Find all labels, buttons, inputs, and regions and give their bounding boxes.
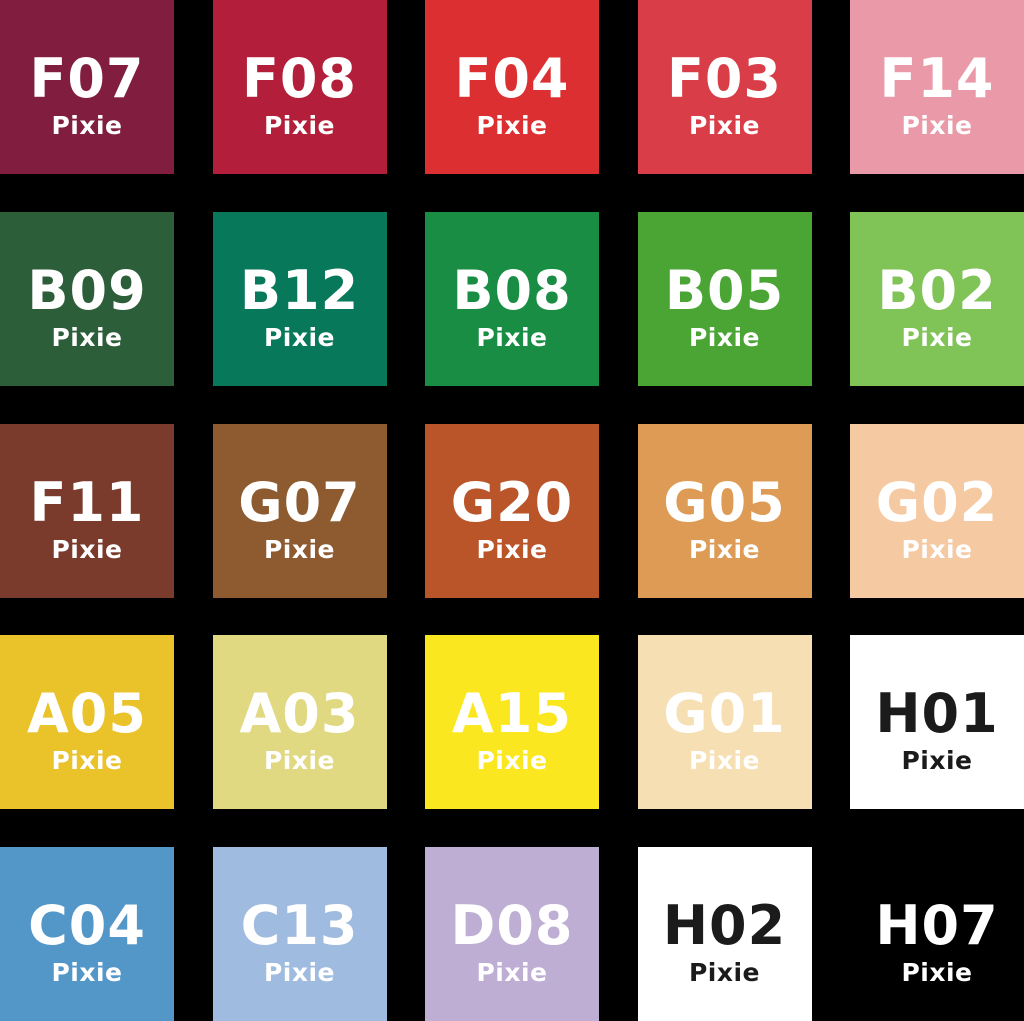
- swatch-code: H02: [662, 894, 787, 957]
- swatch-g02: G02 Pixie: [850, 423, 1024, 598]
- swatch-code: B05: [664, 258, 785, 322]
- swatch-brand-label: Pixie: [901, 322, 973, 352]
- swatch-c04: C04 Pixie: [0, 847, 174, 1021]
- swatch-brand-label: Pixie: [476, 111, 548, 140]
- swatch-d08: D08 Pixie: [425, 847, 599, 1021]
- swatch-f03: F03 Pixie: [637, 0, 812, 174]
- swatch-code: F11: [29, 470, 145, 534]
- swatch-brand-label: Pixie: [51, 111, 123, 140]
- swatch-brand-label: Pixie: [901, 111, 973, 140]
- swatch-code: B09: [27, 258, 147, 322]
- swatch-code: F14: [879, 47, 995, 110]
- swatch-code: G20: [450, 470, 574, 534]
- swatch-b09: B09 Pixie: [0, 211, 174, 386]
- swatch-code: A03: [239, 682, 360, 746]
- swatch-brand-label: Pixie: [263, 958, 336, 987]
- swatch-brand-label: Pixie: [263, 746, 336, 776]
- swatch-g05: G05 Pixie: [637, 423, 812, 598]
- swatch-brand-label: Pixie: [476, 958, 548, 987]
- swatch-g01: G01 Pixie: [637, 635, 812, 810]
- swatch-f11: F11 Pixie: [0, 423, 174, 598]
- swatch-code: B12: [239, 258, 360, 322]
- swatch-code: F03: [666, 47, 783, 110]
- swatch-b02: B02 Pixie: [850, 211, 1024, 386]
- swatch-brand-label: Pixie: [476, 322, 548, 352]
- swatch-code: B08: [452, 258, 572, 322]
- swatch-brand-label: Pixie: [688, 958, 761, 987]
- swatch-c13: C13 Pixie: [212, 847, 387, 1021]
- swatch-code: H01: [875, 682, 999, 746]
- swatch-h01: H01 Pixie: [850, 635, 1024, 810]
- swatch-h02: H02 Pixie: [637, 847, 812, 1021]
- swatch-brand-label: Pixie: [263, 111, 336, 140]
- swatch-g07: G07 Pixie: [212, 423, 387, 598]
- swatch-f08: F08 Pixie: [212, 0, 387, 174]
- swatch-code: C13: [240, 894, 359, 957]
- swatch-code: G02: [875, 470, 999, 534]
- swatch-brand-label: Pixie: [51, 322, 123, 352]
- swatch-code: A05: [27, 682, 147, 746]
- swatch-f14: F14 Pixie: [850, 0, 1024, 174]
- swatch-f07: F07 Pixie: [0, 0, 174, 174]
- swatch-a03: A03 Pixie: [212, 635, 387, 810]
- swatch-a05: A05 Pixie: [0, 635, 174, 810]
- swatch-brand-label: Pixie: [263, 534, 336, 564]
- swatch-brand-label: Pixie: [901, 746, 973, 776]
- swatch-brand-label: Pixie: [901, 958, 973, 987]
- swatch-brand-label: Pixie: [263, 322, 336, 352]
- swatch-brand-label: Pixie: [688, 111, 761, 140]
- swatch-code: F08: [241, 47, 358, 110]
- swatch-brand-label: Pixie: [51, 958, 123, 987]
- swatch-code: G05: [663, 470, 786, 534]
- swatch-b08: B08 Pixie: [425, 211, 599, 386]
- swatch-b05: B05 Pixie: [637, 211, 812, 386]
- swatch-brand-label: Pixie: [476, 746, 548, 776]
- swatch-brand-label: Pixie: [51, 534, 123, 564]
- swatch-f04: F04 Pixie: [425, 0, 599, 174]
- swatch-brand-label: Pixie: [688, 322, 761, 352]
- swatch-code: C04: [28, 894, 146, 957]
- swatch-code: G01: [663, 682, 786, 746]
- swatch-brand-label: Pixie: [688, 746, 761, 776]
- swatch-code: G07: [238, 470, 361, 534]
- swatch-brand-label: Pixie: [51, 746, 123, 776]
- swatch-brand-label: Pixie: [688, 534, 761, 564]
- swatch-brand-label: Pixie: [901, 534, 973, 564]
- swatch-code: B02: [877, 258, 997, 322]
- swatch-brand-label: Pixie: [476, 534, 548, 564]
- swatch-g20: G20 Pixie: [425, 423, 599, 598]
- swatch-code: F04: [454, 47, 570, 110]
- swatch-a15: A15 Pixie: [425, 635, 599, 810]
- swatch-code: F07: [29, 47, 145, 110]
- swatch-code: H07: [875, 894, 999, 957]
- swatch-code: A15: [452, 682, 572, 746]
- swatch-code: D08: [450, 894, 574, 957]
- swatch-h07: H07 Pixie: [850, 847, 1024, 1021]
- swatch-b12: B12 Pixie: [212, 211, 387, 386]
